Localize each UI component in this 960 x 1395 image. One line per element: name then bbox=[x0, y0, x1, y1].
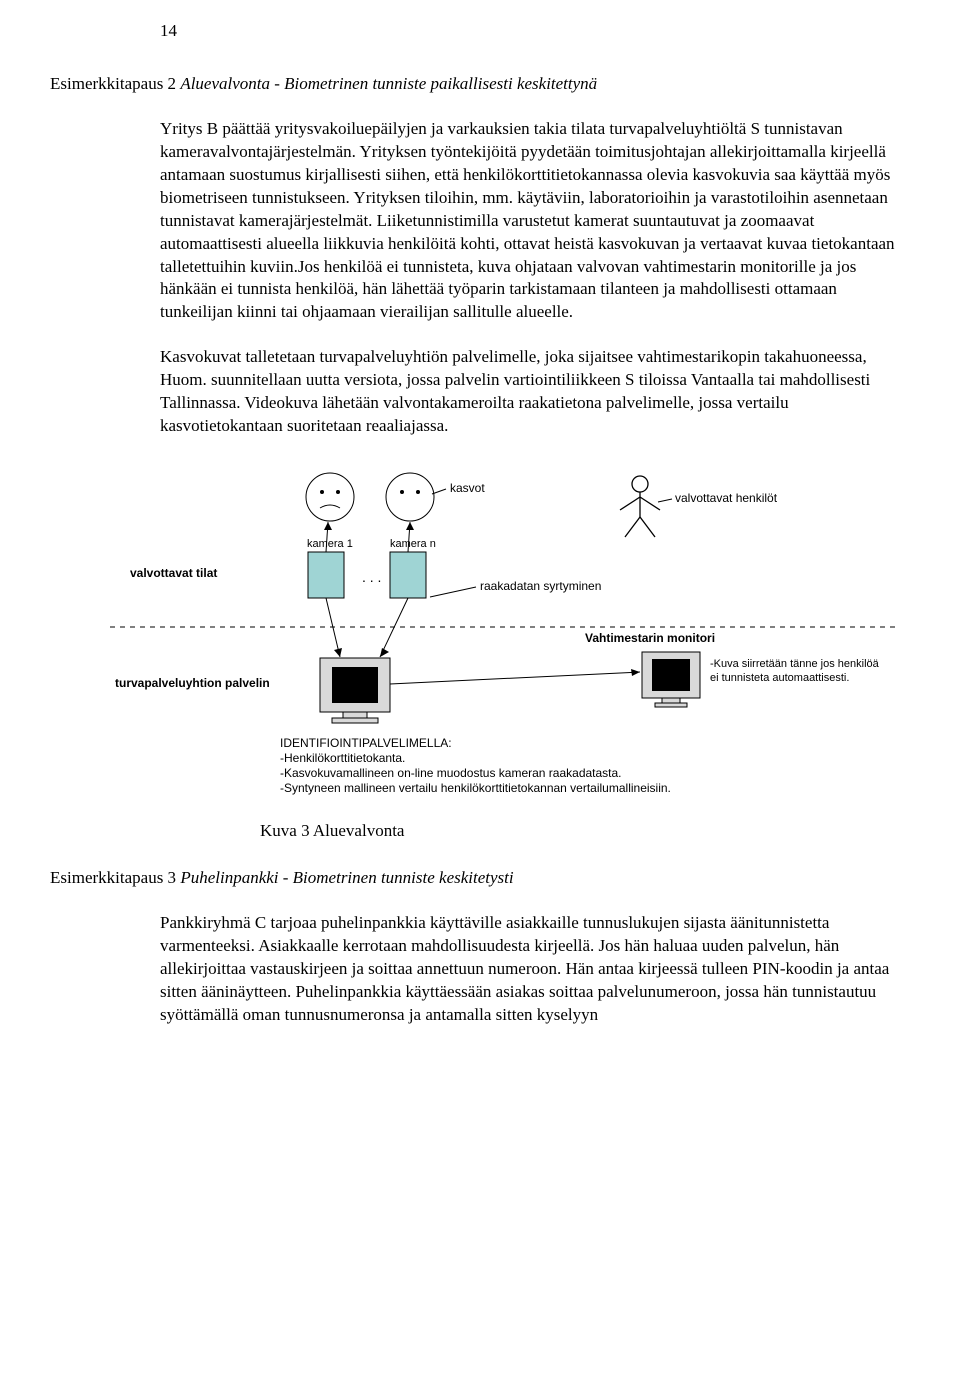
label-raakadata: raakadatan syrtyminen bbox=[480, 579, 601, 593]
label-ident-title: IDENTIFIOINTIPALVELIMELLA: bbox=[280, 736, 452, 750]
example3-heading: Esimerkkitapaus 3 Puhelinpankki - Biomet… bbox=[50, 867, 910, 890]
label-vahtimestari-1: -Kuva siirretään tänne jos henkilöä bbox=[710, 658, 880, 670]
paragraph-2: Kasvokuvat talletetaan turvapalveluyhtiö… bbox=[160, 346, 910, 438]
label-kameran: kamera n bbox=[390, 538, 436, 550]
heading-italic: Aluevalvonta - Biometrinen tunniste paik… bbox=[180, 74, 597, 93]
paragraph-1: Yritys B päättää yritysvakoiluepäilyjen … bbox=[160, 118, 910, 324]
figure-caption: Kuva 3 Aluevalvonta bbox=[260, 820, 910, 843]
label-dots: . . . bbox=[362, 569, 381, 585]
label-ident-3: -Syntyneen mallineen vertailu henkilökor… bbox=[280, 781, 671, 795]
page-number: 14 bbox=[160, 20, 910, 43]
label-ident-1: -Henkilökorttitietokanta. bbox=[280, 751, 405, 765]
label-valvottavat-henkilot: valvottavat henkilöt bbox=[675, 491, 778, 505]
example2-heading: Esimerkkitapaus 2 Aluevalvonta - Biometr… bbox=[50, 73, 910, 96]
label-kamera1: kamera 1 bbox=[307, 538, 353, 550]
label-ident-2: -Kasvokuvamallineen on-line muodostus ka… bbox=[280, 766, 622, 780]
label-valvottavat-tilat: valvottavat tilat bbox=[130, 566, 217, 580]
heading-plain: Esimerkkitapaus 2 bbox=[50, 74, 180, 93]
figure-aluevalvonta: kasvot valvottavat henkilöt kamera 1 kam… bbox=[110, 462, 910, 802]
paragraph-3: Pankkiryhmä C tarjoaa puhelinpankkia käy… bbox=[160, 912, 910, 1027]
heading2-plain: Esimerkkitapaus 3 bbox=[50, 868, 180, 887]
label-kasvot: kasvot bbox=[450, 481, 485, 495]
label-vahtimestari-title: Vahtimestarin monitori bbox=[585, 631, 715, 645]
heading2-italic: Puhelinpankki - Biometrinen tunniste kes… bbox=[180, 868, 513, 887]
label-turvapalvelu: turvapalveluyhtion palvelin bbox=[115, 676, 270, 690]
label-vahtimestari-2: ei tunnisteta automaattisesti. bbox=[710, 672, 849, 684]
